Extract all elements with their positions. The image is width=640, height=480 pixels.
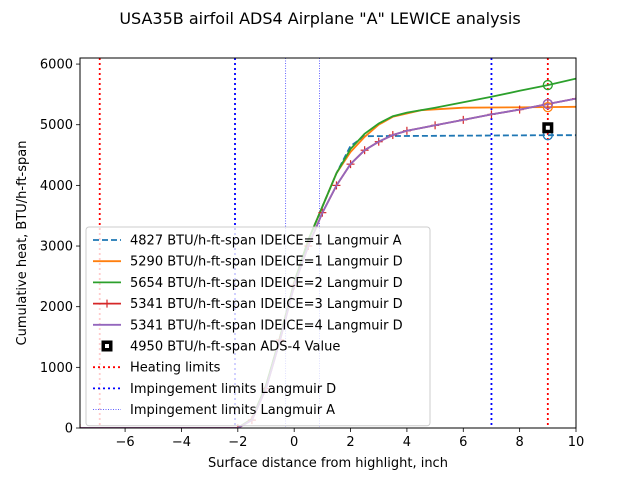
legend-label-5: 4950 BTU/h-ft-span ADS-4 Value bbox=[130, 340, 340, 355]
x-tick-label-3: 0 bbox=[290, 435, 298, 450]
legend-label-6: Heating limits bbox=[130, 361, 221, 376]
x-tick-label-4: 2 bbox=[346, 435, 354, 450]
x-tick-label-7: 8 bbox=[515, 435, 523, 450]
y-tick-label-0: 0 bbox=[65, 422, 73, 437]
y-tick-label-6: 6000 bbox=[40, 58, 73, 73]
legend-swatch-center bbox=[105, 344, 109, 348]
y-tick-label-5: 5000 bbox=[40, 118, 73, 133]
x-tick-label-5: 4 bbox=[403, 435, 411, 450]
legend-entry-5: 4950 BTU/h-ft-span ADS-4 Value bbox=[101, 340, 340, 355]
axes-frame bbox=[79, 57, 577, 429]
legend-entry-0: 4827 BTU/h-ft-span IDEICE=1 Langmuir A bbox=[93, 234, 402, 249]
legend-entry-7: Impingement limits Langmuir D bbox=[93, 382, 336, 397]
y-tick-label-4: 4000 bbox=[40, 179, 73, 194]
end-marker-4 bbox=[542, 98, 553, 110]
end-marker-1 bbox=[542, 101, 553, 113]
legend-label-3: 5341 BTU/h-ft-span IDEICE=3 Langmuir D bbox=[130, 297, 403, 312]
x-tick-label-8: 10 bbox=[568, 435, 585, 450]
axes: −6 −4 −2 0 2 4 6 8 10 0 1000 2000 3000 4000 5000 6000 bbox=[40, 57, 585, 450]
legend-entry-2: 5654 BTU/h-ft-span IDEICE=2 Langmuir D bbox=[93, 276, 403, 291]
y-tick-label-2: 2000 bbox=[40, 300, 73, 315]
y-tick-label-1: 1000 bbox=[40, 361, 73, 376]
end-marker-2 bbox=[542, 79, 553, 91]
legend-label-7: Impingement limits Langmuir D bbox=[130, 382, 336, 397]
x-axis-label: Surface distance from highlight, inch bbox=[208, 456, 448, 471]
legend-entry-3: 5341 BTU/h-ft-span IDEICE=3 Langmuir D bbox=[93, 297, 403, 312]
legend-label-4: 5341 BTU/h-ft-span IDEICE=4 Langmuir D bbox=[130, 318, 403, 333]
legend-label-2: 5654 BTU/h-ft-span IDEICE=2 Langmuir D bbox=[130, 276, 403, 291]
y-tick-label-3: 3000 bbox=[40, 240, 73, 255]
ads4-value-marker-center bbox=[545, 125, 550, 130]
legend-entry-8: Impingement limits Langmuir A bbox=[93, 403, 335, 418]
x-tick-label-6: 6 bbox=[459, 435, 467, 450]
legend-box bbox=[85, 226, 431, 427]
legend-entry-6: Heating limits bbox=[93, 361, 221, 376]
x-tick-label-1: −4 bbox=[172, 435, 191, 450]
legend-label-8: Impingement limits Langmuir A bbox=[130, 403, 335, 418]
legend-entry-1: 5290 BTU/h-ft-span IDEICE=1 Langmuir D bbox=[93, 255, 403, 270]
legend-label-0: 4827 BTU/h-ft-span IDEICE=1 Langmuir A bbox=[130, 234, 402, 249]
y-axis-label: Cumulative heat, BTU/h-ft-span bbox=[15, 141, 30, 346]
legend-entry-4: 5341 BTU/h-ft-span IDEICE=4 Langmuir D bbox=[93, 318, 403, 333]
legend: 4827 BTU/h-ft-span IDEICE=1 Langmuir A 52… bbox=[85, 226, 431, 427]
x-tick-label-0: −6 bbox=[116, 435, 135, 450]
x-tick-label-2: −2 bbox=[228, 435, 247, 450]
legend-label-1: 5290 BTU/h-ft-span IDEICE=1 Langmuir D bbox=[130, 255, 403, 270]
chart-title: USA35B airfoil ADS4 Airplane "A" LEWICE … bbox=[119, 9, 520, 28]
